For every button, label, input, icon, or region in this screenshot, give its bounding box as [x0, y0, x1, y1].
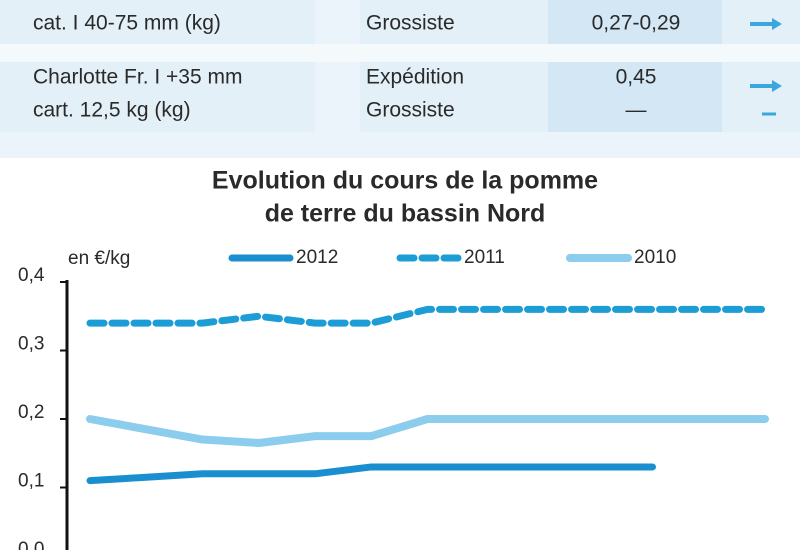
chart-title: Evolution du cours de la pomme [212, 167, 598, 195]
legend-label: 2011 [464, 247, 505, 268]
table-bottom [0, 132, 800, 158]
y-tick-label: 0,4 [18, 265, 45, 286]
y-axis-label: en €/kg [68, 248, 130, 269]
product: Charlotte Fr. I +35 mm [33, 66, 243, 89]
chart-title: de terre du bassin Nord [265, 200, 546, 228]
trend-arrow [750, 18, 782, 30]
product: cart. 12,5 kg (kg) [33, 99, 191, 122]
market-type: Expédition [366, 66, 464, 89]
series-line [86, 463, 656, 485]
y-tick-label: 0,3 [18, 334, 44, 355]
price: 0,45 [616, 66, 657, 89]
price: 0,27-0,29 [592, 12, 681, 35]
y-tick-label: 0,0 [18, 539, 44, 550]
legend-label: 2012 [296, 247, 338, 268]
market-type: Grossiste [366, 12, 455, 35]
product: cat. I 40-75 mm (kg) [33, 12, 221, 35]
price: — [626, 99, 647, 122]
y-tick-label: 0,2 [18, 402, 44, 423]
series-line [86, 415, 769, 447]
column-gap [315, 0, 360, 158]
y-tick-label: 0,1 [18, 471, 44, 492]
price-column [548, 0, 722, 132]
trend-arrow [750, 80, 782, 92]
market-type: Grossiste [366, 99, 455, 122]
row-separator [0, 44, 800, 62]
series-line [86, 305, 769, 327]
legend-label: 2010 [634, 247, 676, 268]
